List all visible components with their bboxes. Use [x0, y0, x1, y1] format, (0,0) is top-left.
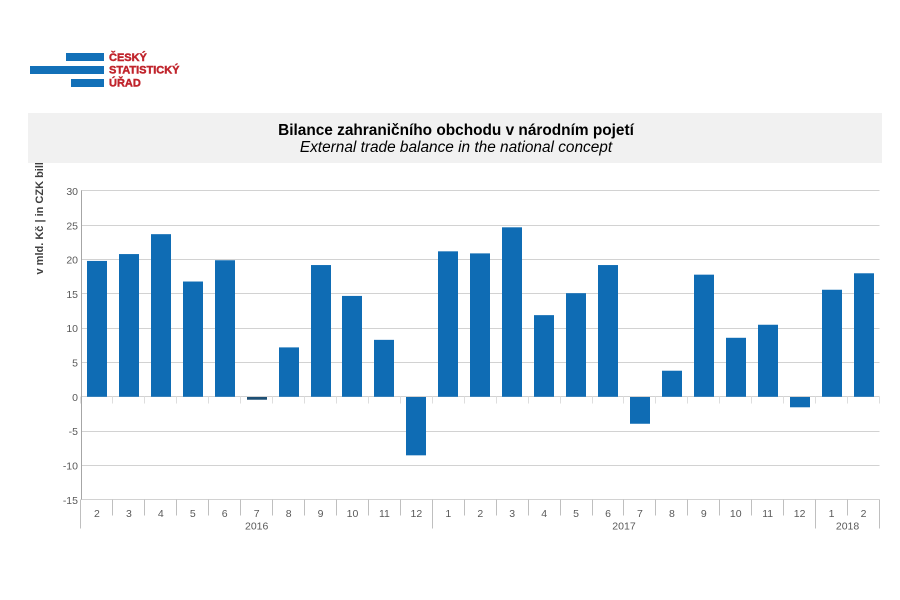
svg-text:12: 12	[794, 508, 806, 520]
svg-text:15: 15	[66, 289, 78, 301]
svg-text:11: 11	[762, 508, 773, 520]
svg-text:11: 11	[379, 508, 390, 520]
svg-text:7: 7	[254, 508, 260, 520]
svg-text:6: 6	[605, 508, 611, 520]
svg-text:2: 2	[861, 508, 867, 520]
svg-text:3: 3	[126, 508, 132, 520]
svg-text:2018: 2018	[836, 521, 860, 533]
svg-text:10: 10	[347, 508, 359, 520]
svg-text:10: 10	[66, 323, 78, 335]
svg-text:2: 2	[477, 508, 483, 520]
svg-text:10: 10	[730, 508, 742, 520]
svg-text:7: 7	[637, 508, 643, 520]
svg-text:30: 30	[66, 186, 78, 198]
svg-text:4: 4	[158, 508, 164, 520]
svg-text:1: 1	[829, 508, 835, 520]
svg-text:Bilance zahraničního obchodu v: Bilance zahraničního obchodu v národním …	[278, 122, 634, 139]
svg-text:5: 5	[573, 508, 579, 520]
svg-text:STATISTICKÝ: STATISTICKÝ	[109, 64, 180, 77]
svg-text:2016: 2016	[245, 521, 269, 533]
svg-text:12: 12	[411, 508, 423, 520]
svg-text:ČESKÝ: ČESKÝ	[109, 51, 148, 64]
svg-text:8: 8	[669, 508, 675, 520]
svg-text:5: 5	[190, 508, 196, 520]
svg-text:-5: -5	[69, 426, 78, 438]
svg-text:9: 9	[701, 508, 707, 520]
svg-text:2017: 2017	[612, 521, 636, 533]
svg-text:0: 0	[72, 392, 78, 404]
svg-text:-10: -10	[63, 460, 78, 472]
svg-text:20: 20	[66, 255, 78, 267]
svg-text:6: 6	[222, 508, 228, 520]
svg-text:9: 9	[318, 508, 324, 520]
svg-text:2: 2	[94, 508, 100, 520]
svg-text:1: 1	[445, 508, 451, 520]
svg-text:ÚŘAD: ÚŘAD	[109, 76, 141, 89]
svg-text:3: 3	[509, 508, 515, 520]
svg-text:5: 5	[72, 358, 78, 370]
svg-text:v mld. Kč | in CZK billion: v mld. Kč | in CZK billion	[34, 145, 46, 274]
svg-text:4: 4	[541, 508, 547, 520]
svg-text:External trade balance in the: External trade balance in the national c…	[300, 139, 613, 156]
svg-text:25: 25	[66, 220, 78, 232]
svg-text:-15: -15	[63, 495, 78, 507]
svg-text:8: 8	[286, 508, 292, 520]
